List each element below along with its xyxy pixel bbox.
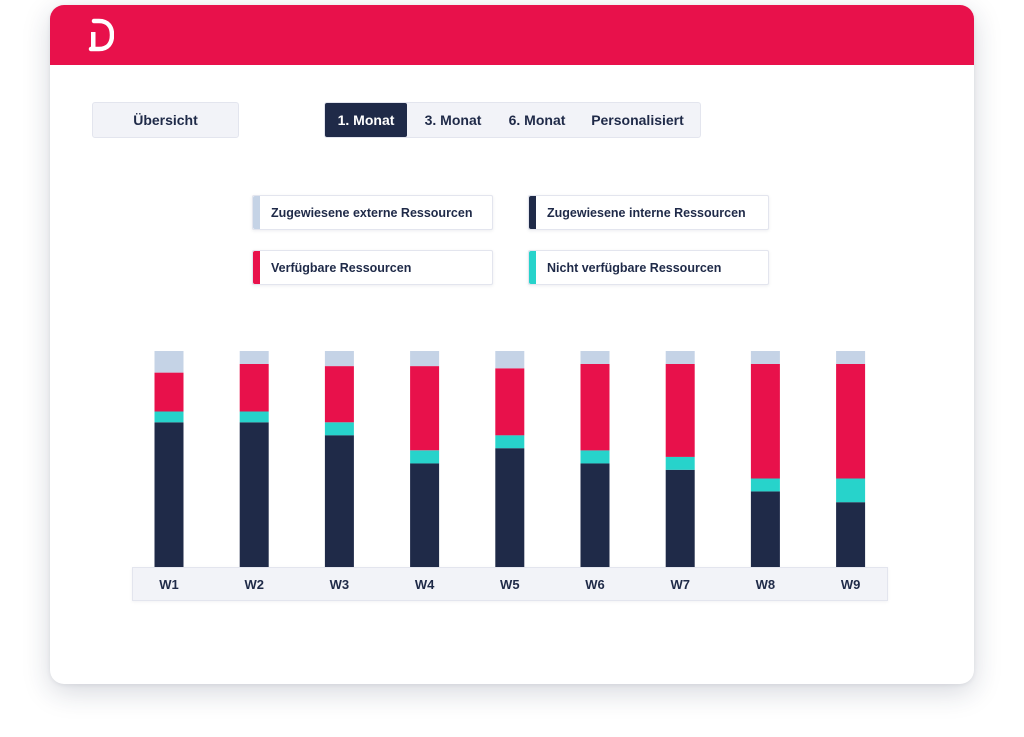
bar-w8-series-0: [750, 491, 780, 567]
header-bar: [50, 5, 974, 65]
tab-6-months[interactable]: 6. Monat: [508, 112, 566, 128]
bar-w5-series-3: [495, 351, 525, 369]
bar-w4-series-0: [410, 463, 440, 567]
bar-w8-series-2: [750, 364, 780, 479]
x-tick-label: W6: [585, 577, 605, 592]
tab-3-months[interactable]: 3. Monat: [424, 112, 482, 128]
x-axis-bar: [132, 567, 888, 601]
x-tick-label: W5: [500, 577, 520, 592]
bar-w4-series-1: [410, 450, 440, 464]
legend-swatch: [253, 196, 260, 229]
bar-w9-series-1: [836, 478, 866, 503]
bar-w7-series-2: [665, 364, 695, 457]
bar-w6-series-1: [580, 450, 610, 464]
bar-w5-series-1: [495, 435, 525, 449]
x-tick-label: W3: [330, 577, 350, 592]
bar-w2-series-0: [239, 422, 269, 567]
legend-unavailable[interactable]: Nicht verfügbare Ressourcen: [528, 250, 769, 285]
bar-w4-series-3: [410, 351, 440, 367]
bar-w6-series-2: [580, 364, 610, 451]
bar-w9-series-3: [836, 351, 866, 364]
bar-w8-series-1: [750, 478, 780, 492]
bar-w8-series-3: [750, 351, 780, 364]
bar-w1-series-0: [154, 422, 184, 567]
x-tick-label: W9: [841, 577, 861, 592]
x-tick-label: W1: [159, 577, 179, 592]
bar-w9-series-2: [836, 364, 866, 479]
main-card: Übersicht 1. Monat 3. Monat 6. Monat Per…: [50, 5, 974, 684]
tab-1-month[interactable]: 1. Monat: [325, 103, 407, 137]
period-tabs: 1. Monat 3. Monat 6. Monat Personalisier…: [324, 102, 701, 138]
legend-label: Verfügbare Ressourcen: [271, 260, 412, 275]
bar-w2-series-1: [239, 411, 269, 423]
bar-w3-series-2: [324, 366, 354, 423]
bar-w5-series-0: [495, 448, 525, 567]
bar-w1-series-2: [154, 372, 184, 412]
legend-swatch: [529, 251, 536, 284]
legend-label: Zugewiesene externe Ressourcen: [271, 205, 473, 220]
bar-w3-series-3: [324, 351, 354, 367]
bar-w6-series-3: [580, 351, 610, 364]
legend-label: Nicht verfügbare Ressourcen: [547, 260, 722, 275]
bar-w2-series-3: [239, 351, 269, 364]
bar-w3-series-1: [324, 422, 354, 436]
x-tick-label: W4: [415, 577, 435, 592]
legend-label: Zugewiesene interne Ressourcen: [547, 205, 746, 220]
legend-internal[interactable]: Zugewiesene interne Ressourcen: [528, 195, 769, 230]
x-tick-label: W2: [244, 577, 264, 592]
legend-external[interactable]: Zugewiesene externe Ressourcen: [252, 195, 493, 230]
bar-w4-series-2: [410, 366, 440, 451]
overview-button[interactable]: Übersicht: [92, 102, 239, 138]
legend-swatch: [253, 251, 260, 284]
x-tick-label: W7: [670, 577, 690, 592]
x-tick-label: W8: [756, 577, 776, 592]
bar-w7-series-1: [665, 456, 695, 470]
bar-w7-series-3: [665, 351, 695, 364]
brand-logo-icon[interactable]: [88, 18, 114, 52]
bar-w9-series-0: [836, 502, 866, 567]
bar-w1-series-1: [154, 411, 184, 423]
legend-swatch: [529, 196, 536, 229]
bar-w7-series-0: [665, 469, 695, 567]
bar-w3-series-0: [324, 435, 354, 567]
bar-w5-series-2: [495, 368, 525, 436]
tab-personalized[interactable]: Personalisiert: [591, 112, 684, 128]
bar-w1-series-3: [154, 351, 184, 373]
bar-w2-series-2: [239, 364, 269, 412]
legend-available[interactable]: Verfügbare Ressourcen: [252, 250, 493, 285]
bar-w6-series-0: [580, 463, 610, 567]
stacked-bar-chart: W1 W2 W3 W4 W5 W6 W7 W8 W9: [154, 351, 866, 592]
